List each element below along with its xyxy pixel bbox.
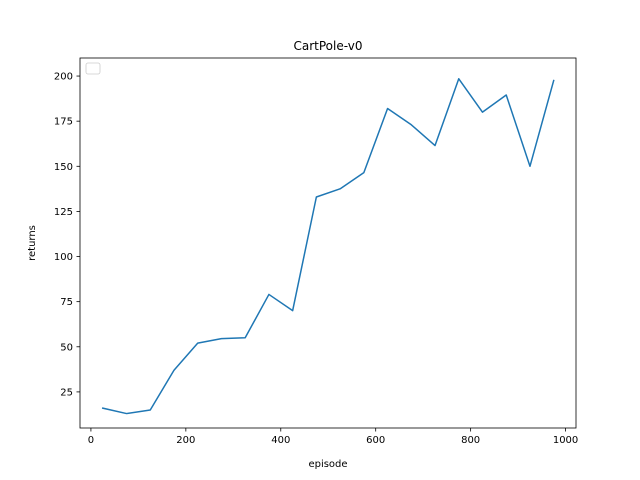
y-axis-label: returns	[27, 225, 38, 261]
x-tick-label: 0	[88, 435, 94, 446]
plot-area	[80, 58, 576, 428]
chart-title: CartPole-v0	[294, 39, 363, 53]
y-tick-label: 125	[54, 207, 73, 218]
y-tick-label: 25	[60, 387, 73, 398]
y-tick-label: 50	[60, 342, 73, 353]
y-tick-label: 200	[54, 72, 73, 83]
y-tick-label: 75	[60, 297, 73, 308]
x-axis: 0 200 400 600 800 1000	[88, 428, 578, 446]
plot-frame	[79, 57, 577, 429]
x-tick-label: 1000	[553, 435, 578, 446]
x-tick-label: 600	[366, 435, 385, 446]
y-axis: 25 50 75 100 125 150 175 200	[54, 72, 80, 398]
x-tick-label: 800	[461, 435, 480, 446]
y-tick-label: 150	[54, 162, 73, 173]
y-tick-label: 175	[54, 117, 73, 128]
x-tick-label: 400	[271, 435, 290, 446]
series-layer	[101, 78, 555, 415]
series-line	[101, 78, 555, 415]
x-axis-label: episode	[308, 459, 347, 470]
x-tick-label: 200	[176, 435, 195, 446]
y-tick-label: 100	[54, 252, 73, 263]
legend	[85, 62, 101, 75]
legend-box	[85, 62, 101, 75]
